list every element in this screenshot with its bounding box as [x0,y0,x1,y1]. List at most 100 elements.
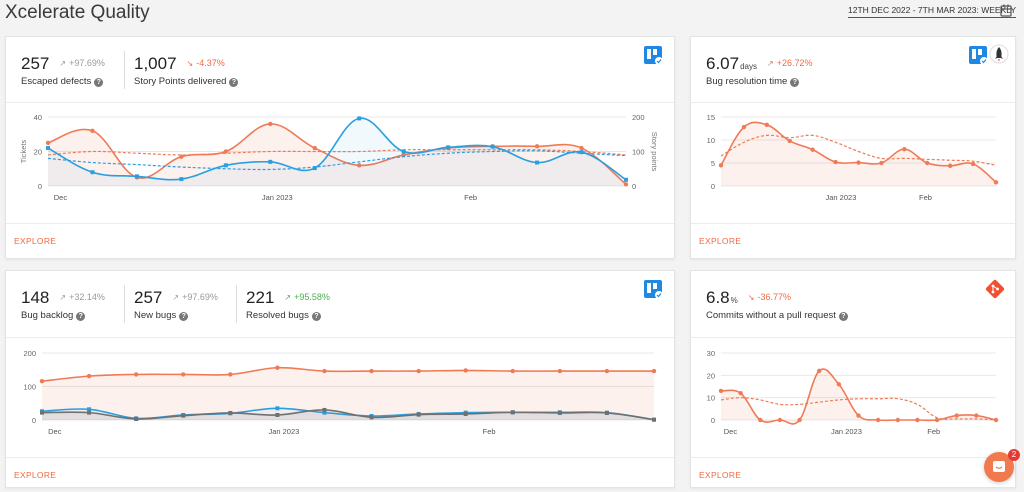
data-point[interactable] [810,147,815,152]
data-point[interactable] [817,368,822,374]
data-point[interactable] [833,159,838,165]
data-point[interactable] [322,410,327,415]
data-point[interactable] [856,413,861,418]
data-point[interactable] [895,417,900,423]
data-point[interactable] [993,180,999,185]
new-bugs-metric: 257 ↗ +97.69% New bugs? [134,288,218,321]
data-point[interactable] [902,147,907,152]
data-point[interactable] [875,417,881,423]
trend-indicator: ↗ +26.72% [767,58,813,68]
data-point[interactable] [228,410,233,415]
data-point[interactable] [970,161,976,167]
data-point[interactable] [557,368,563,374]
data-point[interactable] [604,410,609,415]
data-point[interactable] [416,412,421,417]
data-point[interactable] [651,368,657,374]
data-point[interactable] [268,121,273,127]
data-point[interactable] [718,388,724,394]
data-point[interactable] [446,145,451,150]
data-point[interactable] [87,410,92,415]
data-point[interactable] [797,417,802,423]
data-point[interactable] [86,373,92,379]
help-icon[interactable]: ? [311,312,321,321]
data-point[interactable] [223,163,228,168]
data-point[interactable] [652,417,656,422]
data-point[interactable] [535,160,540,165]
help-icon[interactable]: ? [790,78,800,87]
data-point[interactable] [764,122,770,128]
data-point[interactable] [718,163,724,168]
data-point[interactable] [557,410,562,415]
data-point[interactable] [579,145,584,151]
data-point[interactable] [181,372,186,377]
data-point[interactable] [787,138,792,144]
data-point[interactable] [275,365,280,370]
data-point[interactable] [401,149,406,154]
data-point[interactable] [134,174,139,179]
card-divider [691,223,1015,224]
explore-link[interactable]: EXPLORE [14,236,57,246]
help-icon[interactable]: ? [94,78,104,87]
help-icon[interactable]: ? [76,312,86,321]
data-point[interactable] [369,368,374,374]
data-point[interactable] [322,407,327,412]
data-point[interactable] [223,149,229,154]
data-point[interactable] [40,410,44,415]
data-point[interactable] [510,368,515,374]
data-point[interactable] [463,368,468,373]
data-point[interactable] [179,177,184,182]
data-point[interactable] [179,154,184,159]
data-point[interactable] [777,417,783,423]
data-point[interactable] [46,146,50,151]
data-point[interactable] [369,415,374,420]
data-point[interactable] [758,417,763,423]
data-point[interactable] [90,128,95,133]
data-point[interactable] [623,182,629,187]
data-point[interactable] [228,372,233,377]
data-point[interactable] [741,124,747,130]
data-point[interactable] [534,144,540,149]
data-point[interactable] [268,159,273,164]
help-icon[interactable]: ? [838,312,848,321]
calendar-icon[interactable] [1000,4,1012,17]
data-point[interactable] [312,145,317,151]
data-point[interactable] [879,160,884,166]
data-point[interactable] [974,413,979,418]
data-point[interactable] [934,417,940,423]
data-point[interactable] [87,407,92,412]
data-point[interactable] [357,116,362,121]
data-point[interactable] [510,410,515,415]
data-point[interactable] [134,416,139,421]
data-point[interactable] [357,163,362,168]
data-point[interactable] [624,177,628,182]
data-point[interactable] [993,417,999,423]
data-point[interactable] [915,417,920,423]
data-point[interactable] [133,372,139,377]
explore-link[interactable]: EXPLORE [14,470,57,480]
date-range-selector[interactable]: 12TH DEC 2022 - 7TH MAR 2023: WEEKLY [848,5,1017,18]
data-point[interactable] [39,378,45,384]
data-point[interactable] [604,368,610,374]
data-point[interactable] [275,412,280,417]
data-point[interactable] [925,160,930,166]
data-point[interactable] [45,140,51,146]
data-point[interactable] [836,382,842,387]
data-point[interactable] [90,170,95,175]
data-point[interactable] [947,163,953,168]
data-point[interactable] [181,413,186,418]
data-point[interactable] [856,160,861,165]
explore-link[interactable]: EXPLORE [699,470,742,480]
help-icon[interactable]: ? [229,78,239,87]
data-point[interactable] [463,411,468,416]
data-point[interactable] [312,166,317,171]
data-point[interactable] [954,413,959,418]
card-divider [691,102,1015,103]
data-point[interactable] [579,150,584,155]
help-icon[interactable]: ? [179,312,189,321]
explore-link[interactable]: EXPLORE [699,236,742,246]
data-point[interactable] [275,406,280,411]
data-point[interactable] [738,391,743,396]
data-point[interactable] [416,368,421,374]
data-point[interactable] [490,144,495,149]
data-point[interactable] [322,368,327,374]
